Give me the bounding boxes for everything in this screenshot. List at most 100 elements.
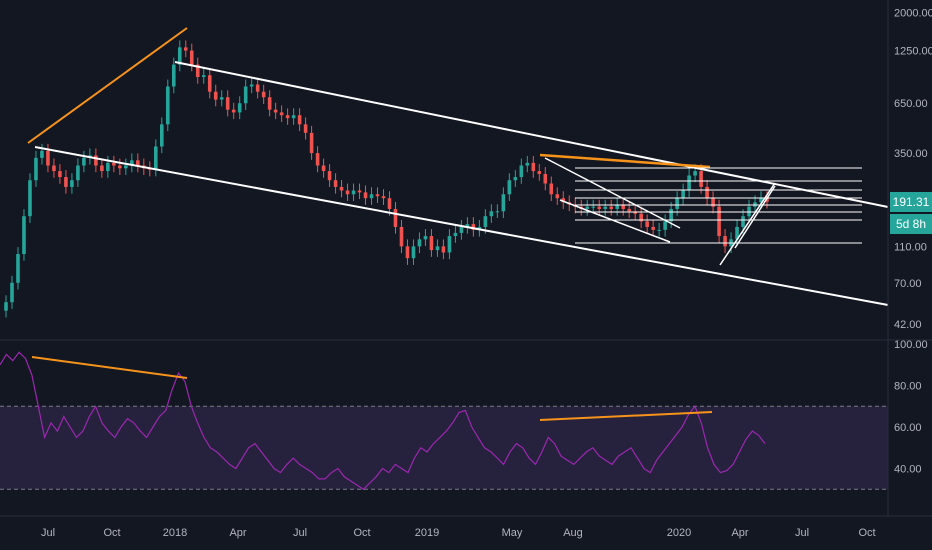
- candle-body: [219, 97, 224, 100]
- candle-body: [459, 226, 464, 233]
- candle-body: [387, 198, 392, 209]
- trendline: [719, 182, 776, 266]
- price-tick-label: 70.00: [894, 278, 922, 290]
- candle-body: [327, 171, 332, 181]
- candle-body: [675, 198, 679, 209]
- trendline: [34, 146, 889, 306]
- candle-body: [603, 206, 608, 209]
- candle-body: [46, 150, 50, 166]
- candle-body: [363, 192, 368, 199]
- rsi-scale[interactable]: 100.00 80.00 60.00 40.00: [894, 339, 928, 476]
- price-tick-label: 350.00: [894, 148, 928, 160]
- trendline: [27, 27, 188, 144]
- trendline: [559, 199, 671, 243]
- rsi-tick-label: 100.00: [894, 339, 928, 351]
- candle-body: [621, 204, 625, 209]
- candle-body: [717, 206, 721, 237]
- candle-body: [303, 124, 308, 133]
- price-tick-label: 110.00: [894, 241, 927, 253]
- candle-body: [723, 236, 727, 247]
- candle-body: [669, 208, 673, 222]
- candle-body: [465, 224, 470, 227]
- time-tick-label: Oct: [858, 527, 875, 539]
- current-price-tag-bg: [890, 192, 932, 212]
- rsi-divergence-line: [539, 411, 713, 421]
- candle-body: [537, 171, 542, 175]
- time-tick-label: 2020: [667, 527, 691, 539]
- candle-body: [357, 190, 362, 193]
- candle-body: [159, 124, 164, 147]
- time-tick-label: 2018: [163, 527, 187, 539]
- price-drawings: [27, 27, 889, 306]
- price-tick-label: 2000.00: [894, 8, 932, 20]
- candle-body: [195, 64, 200, 78]
- candle-body: [22, 216, 26, 255]
- candle-body: [171, 64, 176, 87]
- candle-body: [741, 216, 745, 227]
- candle-body: [657, 229, 661, 231]
- rsi-divergence-line: [31, 356, 188, 379]
- rsi-drawings: [31, 356, 713, 421]
- time-axis[interactable]: Jul Oct 2018 Apr Jul Oct 2019 May Aug 2020 Apr Jul O…: [41, 527, 876, 539]
- candle-body: [267, 97, 272, 110]
- candle-body: [64, 177, 68, 187]
- candle-body: [70, 180, 74, 187]
- candle-body: [28, 180, 32, 217]
- candle-body: [693, 171, 697, 176]
- candle-body: [765, 198, 769, 202]
- candle-body: [453, 232, 458, 237]
- rsi-pane[interactable]: [0, 351, 888, 491]
- candle-body: [441, 246, 446, 253]
- candle-body: [411, 246, 416, 259]
- candle-body: [315, 153, 320, 166]
- rsi-tick-label: 60.00: [894, 422, 922, 434]
- candle-body: [597, 206, 602, 209]
- candle-body: [639, 213, 643, 222]
- candle-body: [555, 194, 560, 199]
- candle-body: [52, 165, 56, 172]
- candle-body: [291, 115, 296, 119]
- candle-body: [76, 165, 80, 181]
- time-tick-label: Apr: [229, 527, 246, 539]
- candle-body: [735, 226, 739, 240]
- candle-body: [609, 206, 614, 209]
- time-tick-label: 2019: [415, 527, 439, 539]
- candle-body: [201, 75, 206, 78]
- candle-body: [285, 115, 290, 119]
- time-tick-label: Oct: [353, 527, 370, 539]
- trendline: [544, 157, 681, 229]
- candle-body: [94, 155, 98, 166]
- rsi-tick-label: 40.00: [894, 464, 922, 476]
- candle-body: [100, 165, 104, 172]
- candle-body: [225, 97, 230, 110]
- candle-body: [165, 86, 170, 125]
- candle-body: [747, 206, 751, 217]
- candle-body: [759, 198, 763, 203]
- trendline: [734, 185, 776, 249]
- price-pane[interactable]: [4, 27, 889, 318]
- price-tick-label: 650.00: [894, 98, 928, 110]
- current-price-label: 191.31: [893, 195, 930, 209]
- candle-body: [261, 91, 266, 98]
- time-tick-label: Apr: [731, 527, 748, 539]
- candle-body: [417, 239, 422, 247]
- candle-body: [273, 109, 278, 113]
- candle-body: [207, 75, 212, 92]
- candle-body: [423, 236, 428, 240]
- current-price-tag: 191.31 5d 8h: [890, 192, 932, 234]
- candle-body: [333, 180, 338, 187]
- price-scale[interactable]: 2000.00 1250.00 650.00 350.00 110.00 70.00 42.…: [894, 8, 932, 331]
- time-tick-label: Jul: [41, 527, 55, 539]
- candle-body: [447, 236, 452, 253]
- candle-body: [471, 224, 476, 230]
- time-tick-label: Jul: [795, 527, 809, 539]
- candle-body: [525, 162, 530, 166]
- candle-body: [249, 84, 254, 87]
- candle-body: [543, 174, 548, 184]
- candle-body: [345, 190, 350, 195]
- candle-body: [615, 204, 619, 209]
- candle-body: [399, 226, 404, 247]
- time-tick-label: Oct: [103, 527, 120, 539]
- candle-body: [585, 206, 590, 209]
